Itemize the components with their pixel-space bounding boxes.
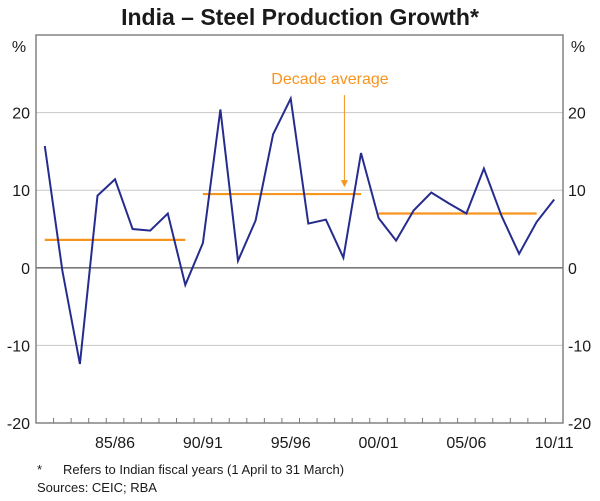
chart-title: India – Steel Production Growth*: [121, 4, 479, 30]
footnote-text: Refers to Indian fiscal years (1 April t…: [63, 462, 345, 477]
y-tick-label-left: 0: [21, 261, 30, 278]
x-tick-label: 85/86: [95, 435, 135, 452]
y-tick-label-right: -20: [568, 416, 591, 433]
gridlines: [36, 112, 563, 346]
y-tick-labels: -20 -20 -10 -10 0 0 10 10 20 20: [7, 106, 591, 433]
y-unit-left: %: [12, 39, 26, 56]
annotation-label: Decade average: [271, 71, 389, 88]
y-tick-label-right: 0: [568, 261, 577, 278]
footnote-marker: *: [37, 462, 43, 477]
y-tick-label-right: -10: [568, 338, 591, 355]
y-tick-label-left: 10: [12, 183, 30, 200]
x-tick-label: 00/01: [359, 435, 399, 452]
x-tick-label: 05/06: [446, 435, 486, 452]
y-tick-label-right: 20: [568, 106, 586, 123]
y-unit-right: %: [571, 39, 585, 56]
plot-border: [35, 34, 564, 424]
x-tick-labels: 85/86 90/91 95/96 00/01 05/06 10/11: [95, 435, 574, 452]
y-tick-label-left: 20: [12, 106, 30, 123]
decade-average-lines: [44, 192, 537, 241]
plot-frame: [35, 34, 564, 424]
footnote: * Refers to Indian fiscal years (1 April …: [37, 462, 344, 477]
series-lines: [43, 95, 555, 365]
x-tick-label: 90/91: [183, 435, 223, 452]
x-tick-label: 10/11: [535, 435, 574, 452]
annotation-arrow-head-icon: [340, 180, 348, 188]
series-line: [43, 95, 555, 365]
y-tick-label-left: -10: [7, 338, 30, 355]
x-ticks: [53, 418, 546, 423]
y-tick-label-right: 10: [568, 183, 586, 200]
annotation: Decade average: [271, 71, 389, 188]
y-tick-label-left: -20: [7, 416, 30, 433]
x-tick-label: 95/96: [271, 435, 311, 452]
sources: Sources: CEIC; RBA: [37, 480, 157, 495]
